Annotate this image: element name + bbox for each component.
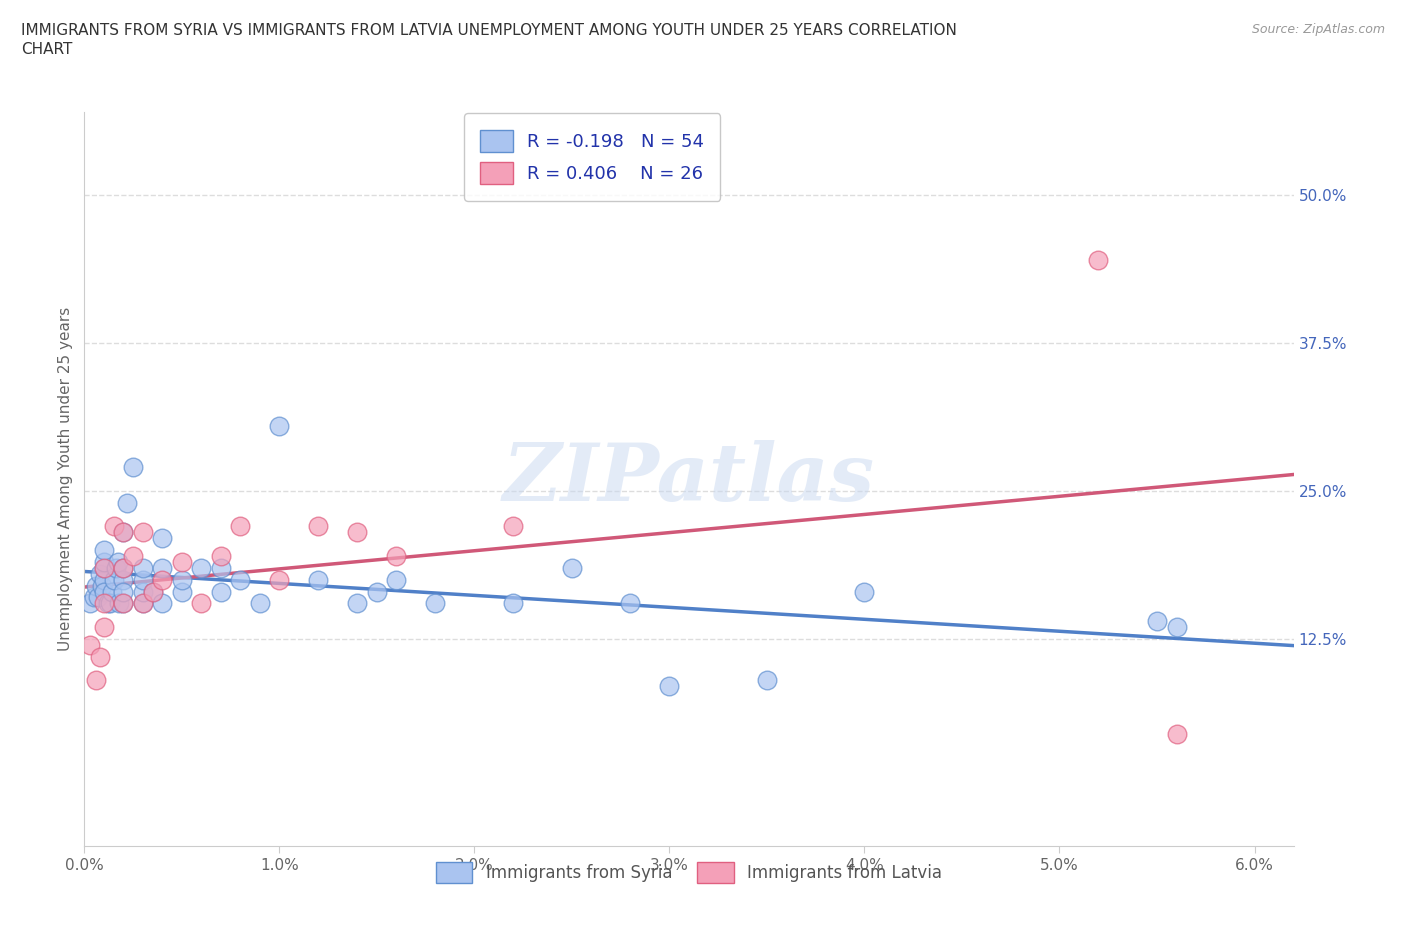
Point [107,554,129,569]
Point [122,549,145,564]
Point [132,584,155,599]
Point [112,525,135,539]
Point [1087,252,1109,267]
Point [104,561,127,576]
Point [87,590,110,604]
Point [346,596,368,611]
Point [79,637,101,652]
Point [117,495,139,510]
Point [150,572,173,587]
Point [502,596,524,611]
Point [93,542,115,557]
Text: Source: ZipAtlas.com: Source: ZipAtlas.com [1251,23,1385,36]
Point [385,572,408,587]
Point [346,525,368,539]
Point [209,561,232,576]
Point [170,554,193,569]
Point [122,459,145,474]
Text: ZIPatlas: ZIPatlas [503,440,875,518]
Point [132,596,155,611]
Point [229,519,252,534]
Point [132,525,155,539]
Point [142,584,165,599]
Point [112,596,135,611]
Point [209,549,232,564]
Point [190,596,212,611]
Point [366,584,388,599]
Point [170,572,193,587]
Point [79,596,101,611]
Point [619,596,641,611]
Point [132,596,155,611]
Point [269,572,291,587]
Point [84,673,107,688]
Point [84,578,107,593]
Point [132,572,155,587]
Point [98,596,121,611]
Point [150,561,173,576]
Legend: Immigrants from Syria, Immigrants from Latvia: Immigrants from Syria, Immigrants from L… [429,856,949,889]
Point [1166,619,1188,634]
Point [209,584,232,599]
Point [93,584,115,599]
Point [103,572,125,587]
Point [93,596,115,611]
Point [112,525,135,539]
Point [93,572,115,587]
Point [97,596,120,611]
Point [269,418,291,433]
Point [132,561,155,576]
Point [112,596,135,611]
Point [83,590,105,604]
Point [425,596,447,611]
Point [249,596,271,611]
Point [112,584,135,599]
Point [150,531,173,546]
Point [108,596,131,611]
Point [93,561,115,576]
Point [170,584,193,599]
Point [100,584,122,599]
Point [112,572,135,587]
Point [103,519,125,534]
Point [755,673,778,688]
Text: CHART: CHART [21,42,73,57]
Point [385,549,408,564]
Point [561,561,583,576]
Point [89,566,111,581]
Y-axis label: Unemployment Among Youth under 25 years: Unemployment Among Youth under 25 years [58,307,73,651]
Point [112,561,135,576]
Point [1166,726,1188,741]
Point [307,572,329,587]
Point [658,679,681,694]
Point [190,561,212,576]
Point [307,519,329,534]
Point [229,572,252,587]
Point [502,519,524,534]
Point [93,619,115,634]
Point [93,554,115,569]
Point [112,561,135,576]
Point [142,584,165,599]
Point [89,649,111,664]
Point [150,596,173,611]
Text: IMMIGRANTS FROM SYRIA VS IMMIGRANTS FROM LATVIA UNEMPLOYMENT AMONG YOUTH UNDER 2: IMMIGRANTS FROM SYRIA VS IMMIGRANTS FROM… [21,23,957,38]
Point [93,561,115,576]
Point [853,584,876,599]
Point [90,578,112,593]
Point [1146,614,1168,629]
